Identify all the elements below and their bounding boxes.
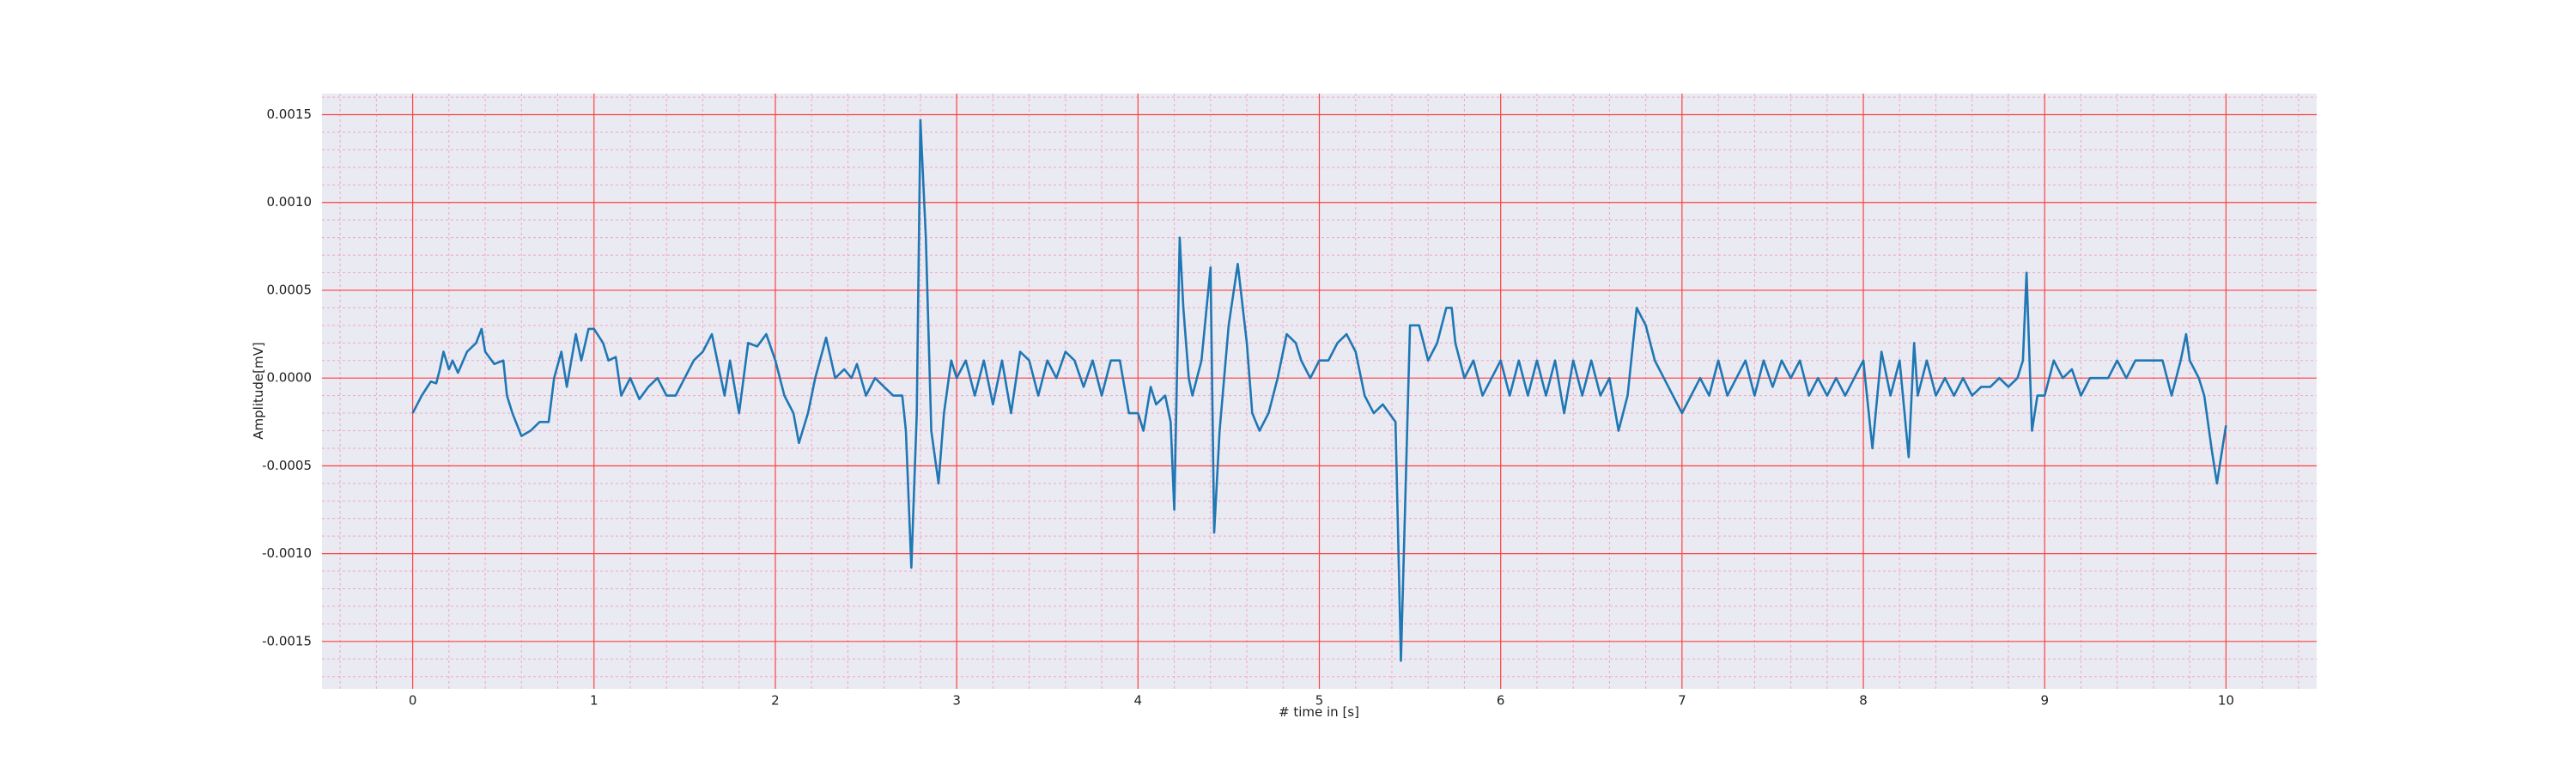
signal-line xyxy=(411,119,2227,662)
y-tick-label: -0.0015 xyxy=(262,633,312,648)
x-tick-label: 0 xyxy=(409,693,417,709)
x-tick-label: 4 xyxy=(1134,693,1143,709)
x-tick-label: 3 xyxy=(952,693,961,709)
x-tick-label: 10 xyxy=(2218,693,2234,709)
y-tick-label: 0.0015 xyxy=(267,107,313,122)
x-tick-label: 2 xyxy=(771,693,780,709)
x-tick-label: 8 xyxy=(1859,693,1868,709)
y-tick-label: -0.0005 xyxy=(262,458,312,473)
y-tick-label: -0.0010 xyxy=(262,545,312,561)
x-tick-label: 7 xyxy=(1678,693,1686,709)
x-axis-label: # time in [s] xyxy=(1279,704,1359,720)
y-tick-label: 0.0010 xyxy=(267,194,313,210)
y-axis-label: Amplitude[mV] xyxy=(251,342,266,439)
y-tick-label: 0.0005 xyxy=(267,282,313,297)
x-tick-label: 9 xyxy=(2040,693,2049,709)
x-tick-label: 5 xyxy=(1315,693,1324,709)
x-tick-label: 6 xyxy=(1497,693,1505,709)
x-tick-label: 1 xyxy=(590,693,598,709)
y-tick-label: 0.0000 xyxy=(267,370,313,386)
